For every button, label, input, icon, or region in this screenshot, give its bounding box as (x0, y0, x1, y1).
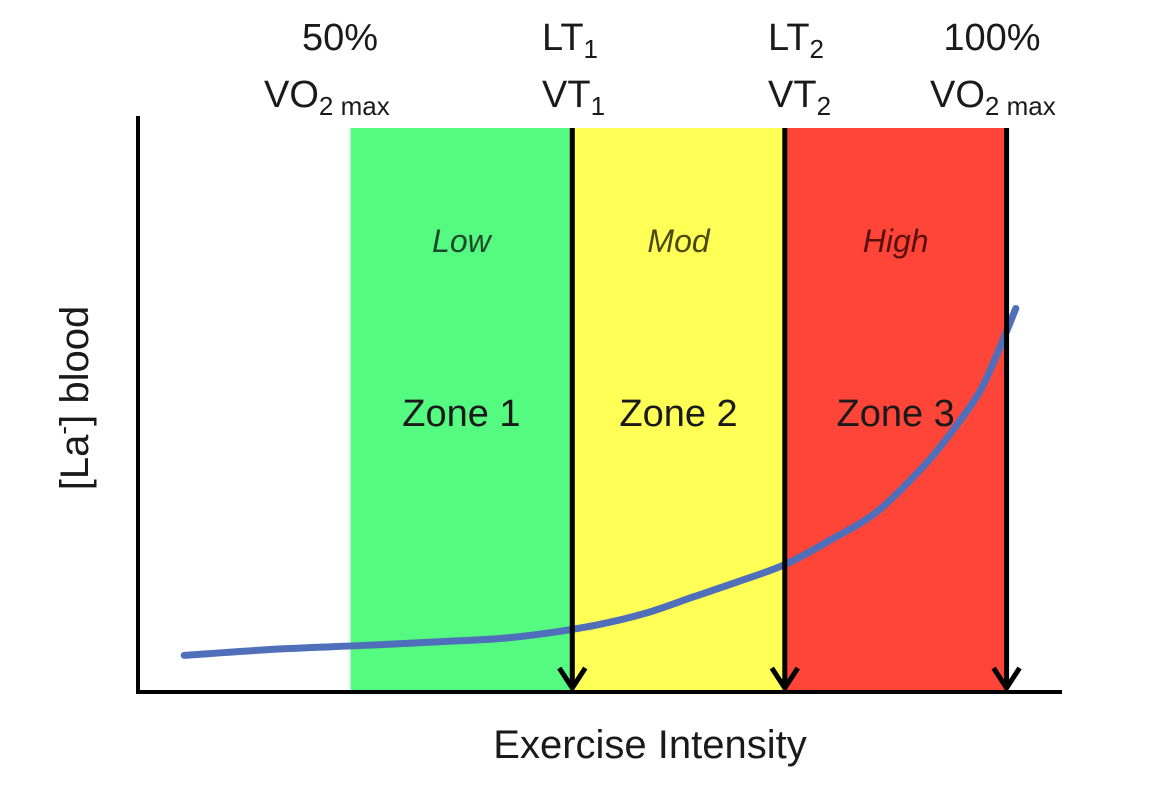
top-label-lt2-line2: VT2 (768, 74, 831, 121)
zone-band-1 (350, 128, 573, 692)
axes-layer (136, 116, 1062, 694)
threshold-arrow-1 (557, 128, 588, 693)
top-label-lt1-line1: LT1 (542, 17, 598, 64)
text-layer: 50% VO2 max LT1 VT1 LT2 VT2 100% VO2 max… (48, 17, 1056, 767)
curve-layer (180, 304, 1020, 659)
zone-band-2 (572, 128, 785, 692)
zone-3-name-label: Zone 3 (837, 393, 955, 435)
threshold-layer (557, 128, 1022, 693)
lactate-curve-line (180, 304, 1020, 659)
top-label-vo2-100-line1: 100% (943, 17, 1040, 59)
x-axis-title: Exercise Intensity (493, 723, 806, 767)
threshold-arrow-2 (769, 128, 800, 693)
zone-3-level-label: High (863, 223, 929, 259)
top-label-vo2-50-line2: VO2 max (264, 74, 390, 121)
threshold-arrow-3 (991, 128, 1022, 693)
top-label-lt1-line2: VT1 (542, 74, 605, 121)
top-label-vo2-50-line1: 50% (302, 17, 378, 59)
zone-1-level-label: Low (432, 223, 493, 259)
top-label-vo2-100-line2: VO2 max (930, 74, 1056, 121)
zone-1-name-label: Zone 1 (402, 393, 520, 435)
y-axis-title: [La-] blood (48, 306, 97, 490)
zone-2-name-label: Zone 2 (619, 393, 737, 435)
top-label-lt2-line1: LT2 (768, 17, 824, 64)
zone-2-level-label: Mod (647, 223, 710, 259)
